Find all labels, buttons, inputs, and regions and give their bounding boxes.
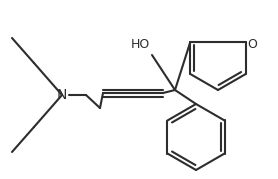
Text: N: N [57, 88, 67, 102]
Text: HO: HO [130, 37, 150, 50]
Text: O: O [247, 37, 257, 50]
